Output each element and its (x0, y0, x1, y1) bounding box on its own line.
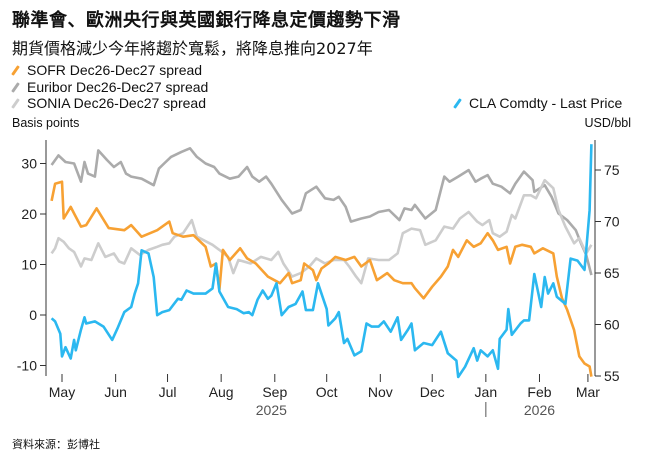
series-line-euribor (50, 147, 593, 276)
y-axis-left-label: Basis points (12, 116, 80, 130)
y-tick-label-left: 10 (21, 257, 37, 273)
x-tick-label: Aug (209, 384, 234, 400)
series-line-sofr (50, 180, 593, 377)
chart-subtitle: 期貨價格減少今年將趨於寬鬆，將降息推向2027年 (12, 39, 373, 58)
legend-label: Euribor Dec26-Dec27 spread (27, 79, 209, 95)
x-tick-label: May (49, 384, 75, 400)
y-tick-label-left: 20 (21, 206, 37, 222)
legend-label: CLA Comdty - Last Price (469, 95, 623, 111)
y-tick-label-right: 75 (604, 162, 620, 178)
x-tick-label: Mar (576, 384, 600, 400)
y-tick-label-right: 55 (604, 368, 620, 384)
legend-item-cla: CLA Comdty - Last Price (452, 95, 622, 111)
y-tick-label-left: 30 (21, 156, 37, 172)
y-tick-label-right: 65 (604, 265, 620, 281)
series-line-sonia (50, 178, 593, 285)
y-tick-label-right: 60 (604, 317, 620, 333)
chart-title: 聯準會、歐洲央行與英國銀行降息定價趨勢下滑 (12, 10, 401, 31)
x-year-label: 2025 (256, 402, 287, 418)
y-tick-label-right: 70 (604, 214, 620, 230)
y-axis-right-label: USD/bbl (584, 116, 631, 130)
x-tick-label: Oct (316, 384, 338, 400)
legend-item-euribor: Euribor Dec26-Dec27 spread (10, 79, 208, 95)
legend-label: SONIA Dec26-Dec27 spread (27, 95, 206, 111)
x-tick-label: Jun (104, 384, 127, 400)
x-tick-label: Sep (262, 384, 287, 400)
legend-label: SOFR Dec26-Dec27 spread (27, 62, 203, 78)
x-tick-label: Jul (159, 384, 177, 400)
legend-item-sonia: SONIA Dec26-Dec27 spread (10, 95, 206, 111)
x-tick-label: Jan (475, 384, 498, 400)
x-year-label: 2026 (524, 402, 555, 418)
y-tick-label-left: -10 (17, 358, 37, 374)
y-tick-label-left: 0 (29, 307, 37, 323)
x-tick-label: Feb (527, 384, 551, 400)
source-note: 資料來源：彭博社 (12, 438, 100, 451)
legend-item-sofr: SOFR Dec26-Dec27 spread (10, 62, 202, 78)
x-tick-label: Dec (420, 384, 445, 400)
x-tick-label: Nov (368, 384, 393, 400)
series-line-cla (50, 144, 593, 379)
